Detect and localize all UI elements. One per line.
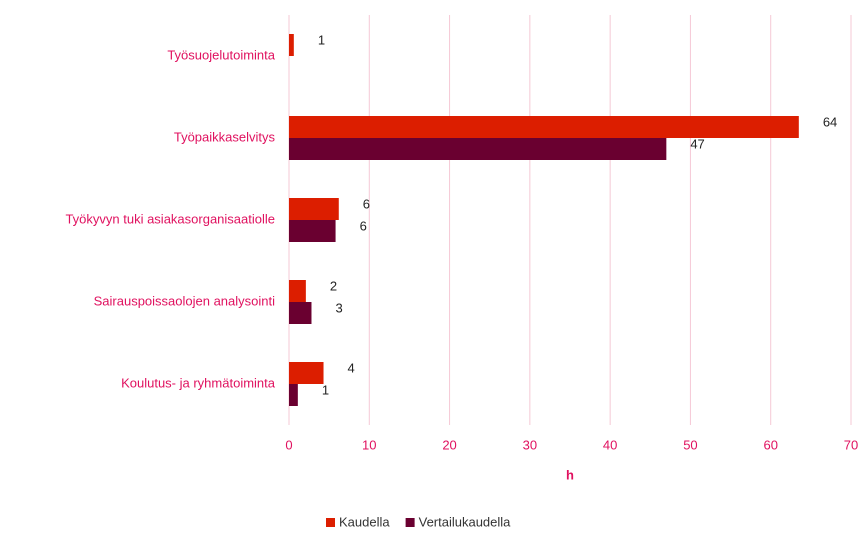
- bar: [289, 138, 667, 160]
- y-tick-label: Työpaikkaselvitys: [174, 129, 276, 144]
- bar: [289, 302, 312, 324]
- legend-label: Kaudella: [339, 514, 390, 529]
- data-label: 1: [318, 32, 325, 47]
- bar: [289, 384, 298, 406]
- y-tick-label: Työsuojelutoiminta: [167, 47, 275, 62]
- x-tick-label: 40: [603, 437, 617, 452]
- bar: [289, 362, 324, 384]
- y-tick-label: Koulutus- ja ryhmätoiminta: [121, 375, 276, 390]
- data-label: 1: [322, 382, 329, 397]
- legend-swatch: [326, 518, 335, 527]
- data-label: 4: [348, 360, 355, 375]
- legend-label: Vertailukaudella: [419, 514, 512, 529]
- x-tick-label: 60: [763, 437, 777, 452]
- x-tick-label: 70: [844, 437, 858, 452]
- x-tick-label: 0: [285, 437, 292, 452]
- y-tick-label: Työkyvyn tuki asiakasorganisaatiolle: [65, 211, 275, 226]
- data-label: 6: [363, 196, 370, 211]
- data-label: 6: [360, 218, 367, 233]
- x-tick-label: 20: [442, 437, 456, 452]
- bar: [289, 220, 336, 242]
- bar: [289, 198, 339, 220]
- bar: [289, 116, 799, 138]
- legend-swatch: [405, 518, 415, 527]
- x-tick-label: 50: [683, 437, 697, 452]
- x-axis-title: h: [566, 467, 574, 482]
- y-tick-label: Sairauspoissaolojen analysointi: [94, 293, 276, 308]
- data-label: 3: [335, 300, 342, 315]
- x-tick-label: 10: [362, 437, 376, 452]
- x-tick-label: 30: [523, 437, 537, 452]
- bar: [289, 34, 294, 56]
- data-label: 2: [330, 278, 337, 293]
- bar: [289, 280, 306, 302]
- data-label: 64: [823, 114, 837, 129]
- data-label: 47: [690, 136, 704, 151]
